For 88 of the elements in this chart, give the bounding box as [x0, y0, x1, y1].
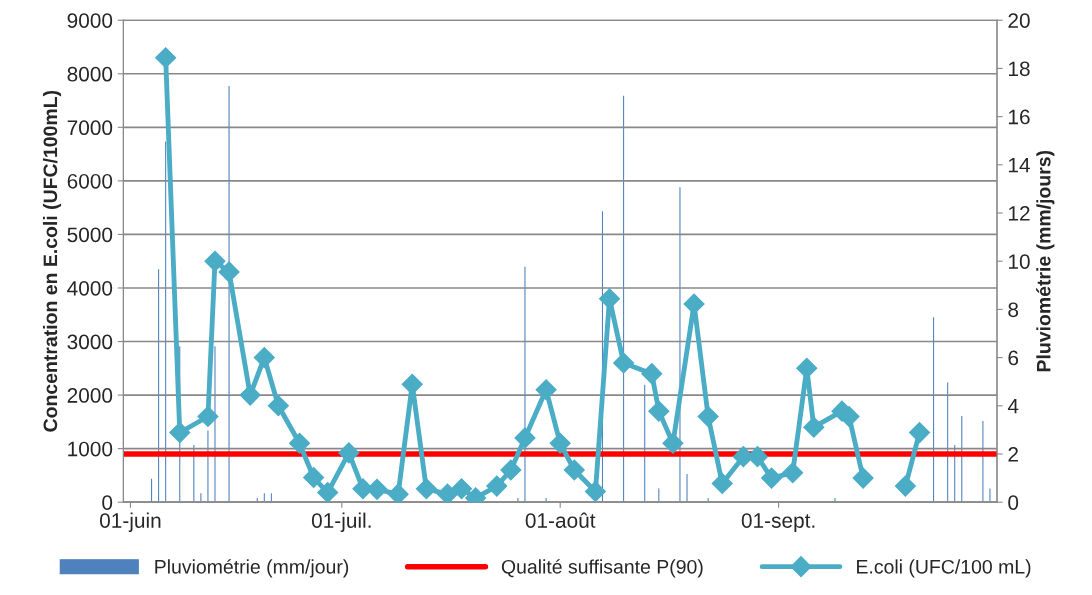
bar: [227, 84, 232, 503]
bar: [198, 491, 203, 503]
point: [289, 432, 311, 454]
y-tick-label: 0: [102, 495, 113, 510]
bar: [269, 491, 274, 503]
point: [197, 405, 219, 428]
bar: [980, 419, 985, 503]
point: [317, 482, 339, 503]
point: [500, 459, 522, 481]
y-tick-label: 7000: [67, 120, 113, 136]
y2-tick-label: 12: [1009, 206, 1030, 221]
point: [218, 261, 240, 283]
bar: [149, 477, 154, 503]
bar: [656, 487, 661, 503]
point: [584, 480, 606, 502]
y2-tick-label: 8: [1008, 302, 1019, 318]
y-tick-label: 4000: [67, 280, 113, 296]
x-tick-label: 01-sept.: [741, 513, 815, 533]
legend-label: E.coli (UFC/100 mL): [857, 559, 1031, 578]
bar: [642, 383, 647, 503]
point: [514, 427, 536, 449]
bar: [621, 94, 626, 503]
point: [894, 475, 916, 497]
y-tick-label: 1000: [68, 441, 113, 457]
point: [641, 363, 663, 385]
bar: [988, 487, 992, 503]
y2-tick-label: 2: [1008, 446, 1018, 462]
bar: [959, 414, 964, 503]
y-tick-label: 5000: [67, 227, 113, 243]
point: [451, 478, 473, 500]
point: [598, 288, 621, 310]
x-tick-label: 01-août: [525, 512, 596, 528]
y-axis-title: Concentration en E.coli (UFC/100mL): [42, 90, 62, 432]
point: [253, 347, 275, 369]
x-tick-label: 01-juin: [99, 512, 161, 533]
y-tick-label: 6000: [67, 173, 113, 189]
point: [366, 478, 388, 500]
y-tick-label: 3000: [67, 334, 113, 350]
point: [239, 384, 261, 406]
point: [803, 416, 825, 438]
point: [549, 432, 571, 454]
legend-label: Qualité suffisante P(90): [501, 559, 703, 578]
x-tick-label: 01-juil.: [311, 512, 371, 533]
y2-tick-label: 16: [1009, 109, 1030, 125]
bar: [156, 267, 161, 503]
y2-tick-label: 0: [1008, 495, 1019, 510]
y2-tick-label: 4: [1007, 399, 1019, 414]
point: [338, 442, 360, 464]
point: [169, 422, 191, 444]
point: [303, 467, 325, 489]
point: [761, 467, 783, 489]
point: [401, 373, 423, 395]
bar: [213, 344, 217, 503]
y2-tick-label: 10: [1009, 254, 1030, 269]
point: [782, 462, 804, 484]
point: [683, 293, 705, 315]
point: [697, 405, 719, 428]
y2-tick-label: 14: [1009, 158, 1030, 173]
bar: [262, 491, 267, 503]
point: [563, 459, 585, 481]
y2-tick-label: 6: [1008, 350, 1019, 366]
point: [155, 47, 177, 69]
bar: [685, 472, 689, 503]
point: [204, 250, 226, 272]
point: [852, 467, 874, 489]
point: [415, 478, 437, 500]
point: [613, 352, 635, 374]
point: [908, 422, 931, 444]
point: [796, 357, 818, 379]
point: [648, 400, 670, 422]
bar: [931, 315, 936, 503]
point: [436, 483, 458, 503]
bar: [163, 140, 168, 503]
y2-tick-label: 20: [1008, 13, 1030, 28]
y-tick-label: 9000: [67, 13, 113, 28]
legend-label: Pluviométrie (mm/jour): [155, 559, 349, 578]
point: [387, 483, 409, 503]
y2-axis-title: Pluviométrie (mm/jours): [1036, 150, 1055, 372]
y-tick-label: 8000: [67, 66, 113, 82]
bar: [945, 380, 950, 503]
point: [486, 475, 508, 497]
point: [535, 379, 557, 401]
point: [267, 395, 289, 417]
y-tick-label: 2000: [67, 388, 113, 403]
y2-tick-label: 18: [1009, 61, 1030, 77]
point: [662, 432, 684, 454]
bar: [206, 429, 210, 503]
point: [711, 472, 733, 494]
